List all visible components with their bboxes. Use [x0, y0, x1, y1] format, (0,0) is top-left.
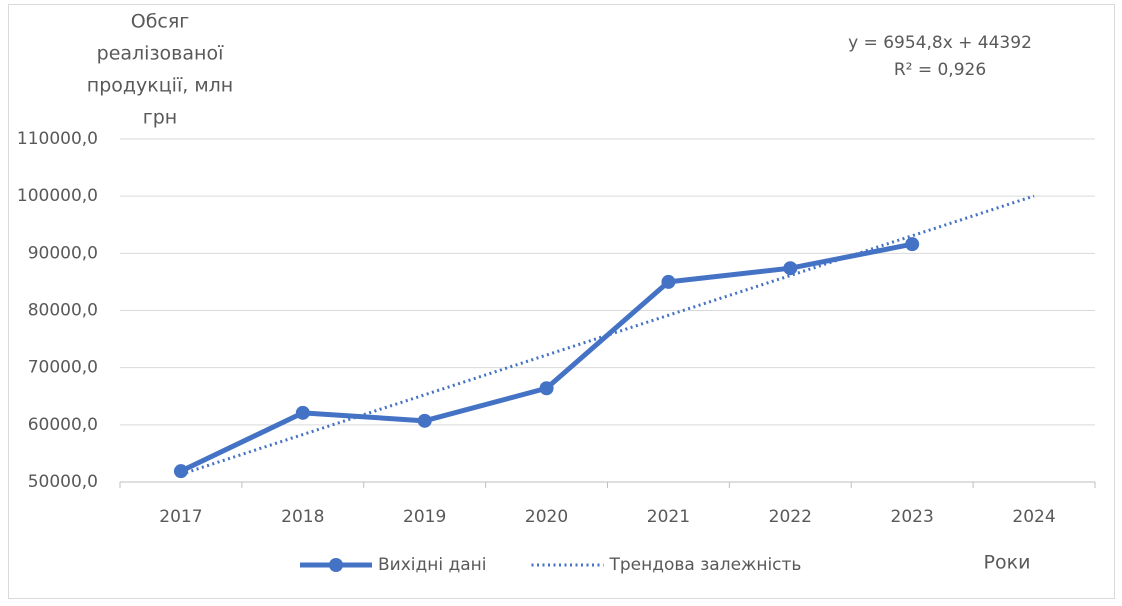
- data-point: [905, 237, 920, 252]
- x-axis-label: Роки: [984, 552, 1031, 574]
- x-tick-label: 2020: [525, 507, 568, 527]
- data-point: [295, 405, 310, 420]
- y-axis-label: Обсяг: [131, 11, 190, 33]
- data-point: [173, 464, 188, 479]
- y-tick-label: 60000,0: [28, 415, 98, 435]
- y-tick-label: 80000,0: [28, 301, 98, 321]
- data-point: [417, 413, 432, 428]
- y-axis-label: грн: [143, 107, 177, 129]
- y-tick-label: 90000,0: [28, 243, 98, 263]
- trendline-equation: R² = 0,926: [894, 60, 986, 80]
- data-point: [661, 274, 676, 289]
- data-point: [539, 381, 554, 396]
- x-tick-label: 2018: [281, 507, 324, 527]
- x-tick-label: 2024: [1012, 507, 1055, 527]
- legend-label: Трендова залежність: [609, 555, 802, 575]
- chart-border: [8, 4, 1115, 599]
- legend-marker: [329, 558, 343, 572]
- legend-label: Вихідні дані: [378, 555, 487, 575]
- x-tick-label: 2021: [647, 507, 690, 527]
- data-point: [783, 261, 798, 276]
- x-tick-label: 2019: [403, 507, 446, 527]
- y-tick-label: 50000,0: [28, 472, 98, 492]
- x-tick-label: 2017: [159, 507, 202, 527]
- x-tick-label: 2023: [891, 507, 934, 527]
- y-axis-label: реалізованої: [97, 43, 224, 65]
- x-tick-label: 2022: [769, 507, 812, 527]
- series-line: [180, 194, 1035, 476]
- y-tick-label: 70000,0: [28, 358, 98, 378]
- y-tick-label: 100000,0: [17, 186, 98, 206]
- y-tick-label: 110000,0: [17, 129, 98, 149]
- y-axis-label: продукції, млн: [87, 75, 233, 97]
- trendline-equation: y = 6954,8x + 44392: [848, 33, 1032, 53]
